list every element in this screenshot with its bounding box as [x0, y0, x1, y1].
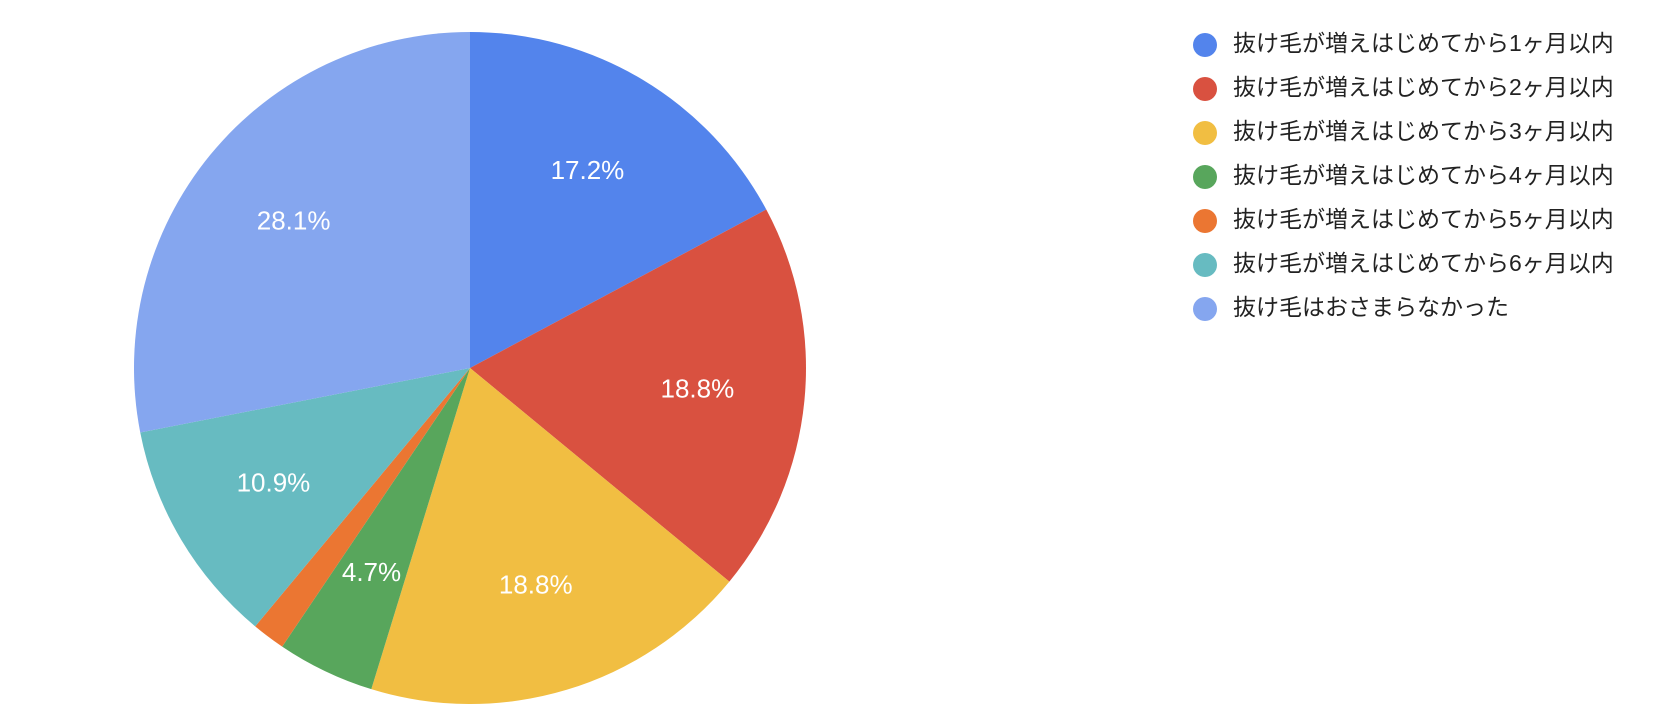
value-label: 28.1%: [257, 206, 331, 236]
legend-marker: [1193, 121, 1217, 145]
pie-slice: [470, 209, 806, 582]
pie-slice: [140, 368, 471, 627]
value-label: 18.8%: [499, 570, 573, 600]
legend-marker: [1193, 209, 1217, 233]
pie-slice: [371, 368, 730, 704]
legend-label: 抜け毛が増えはじめてから1ヶ月以内: [1233, 30, 1614, 56]
legend-label: 抜け毛はおさまらなかった: [1233, 294, 1509, 320]
value-label: 18.8%: [660, 373, 734, 403]
value-label: 4.7%: [342, 557, 401, 587]
legend-marker: [1193, 297, 1217, 321]
legend-label: 抜け毛が増えはじめてから3ヶ月以内: [1233, 118, 1614, 144]
pie-slice: [470, 32, 767, 368]
legend-label: 抜け毛が増えはじめてから2ヶ月以内: [1233, 74, 1614, 100]
legend-label: 抜け毛が増えはじめてから5ヶ月以内: [1233, 206, 1614, 232]
value-label: 10.9%: [237, 467, 311, 497]
legend-marker: [1193, 77, 1217, 101]
legend-marker: [1193, 33, 1217, 57]
legend-marker: [1193, 253, 1217, 277]
pie-slice: [133, 32, 470, 433]
legend-label: 抜け毛が増えはじめてから6ヶ月以内: [1233, 250, 1614, 276]
pie-slice: [255, 368, 470, 647]
legend-marker: [1193, 165, 1217, 189]
pie-slice: [282, 368, 470, 690]
legend-label: 抜け毛が増えはじめてから4ヶ月以内: [1233, 162, 1614, 188]
value-label: 17.2%: [551, 155, 625, 185]
